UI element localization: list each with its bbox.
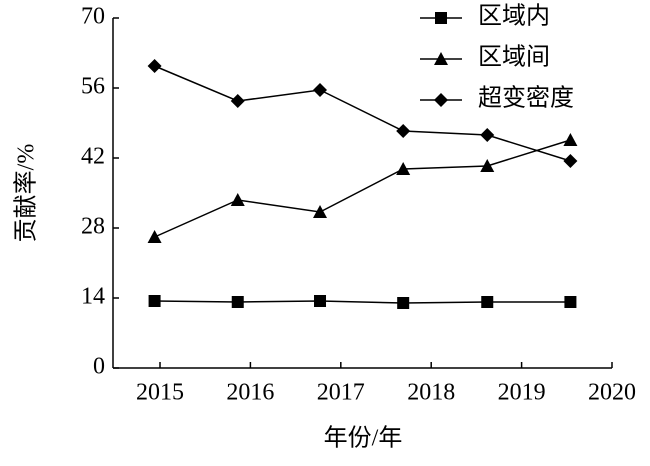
y-tick-label: 14 [81,284,105,310]
x-axis-label: 年份/年 [324,425,403,452]
legend-label: 区域间 [478,44,550,71]
marker-triangle [313,205,328,218]
marker-diamond [480,128,495,142]
marker-diamond [434,93,448,107]
y-axis-label: 贡献率/% [13,144,40,243]
y-tick-label: 42 [81,144,105,170]
marker-square [314,295,327,307]
x-tick-label: 2017 [317,380,365,406]
x-tick-label: 2015 [136,380,184,406]
legend-label: 区域内 [478,3,550,30]
marker-square [397,297,410,309]
marker-triangle [147,230,162,243]
marker-diamond [147,59,162,73]
marker-square [435,12,447,24]
y-tick-label: 0 [93,354,105,380]
marker-square [481,296,494,308]
series-line [154,300,571,304]
marker-triangle [480,159,495,172]
marker-diamond [396,124,411,138]
y-tick-label: 28 [81,214,105,240]
x-tick-label: 2020 [588,380,636,406]
marker-triangle [563,133,578,146]
marker-square [231,296,244,308]
series-line [154,65,571,162]
marker-triangle [396,162,411,175]
marker-triangle [434,52,448,65]
x-tick-label: 2019 [498,380,546,406]
marker-diamond [563,154,578,168]
marker-square [148,295,161,307]
marker-diamond [313,83,328,97]
y-tick-label: 56 [81,74,105,100]
x-tick-label: 2016 [226,380,274,406]
x-tick-label: 2018 [407,380,455,406]
marker-triangle [230,193,245,206]
marker-diamond [230,94,245,108]
legend-label: 超变密度 [478,85,574,112]
y-tick-label: 70 [81,4,105,30]
marker-square [564,296,577,308]
series-line [154,139,571,238]
